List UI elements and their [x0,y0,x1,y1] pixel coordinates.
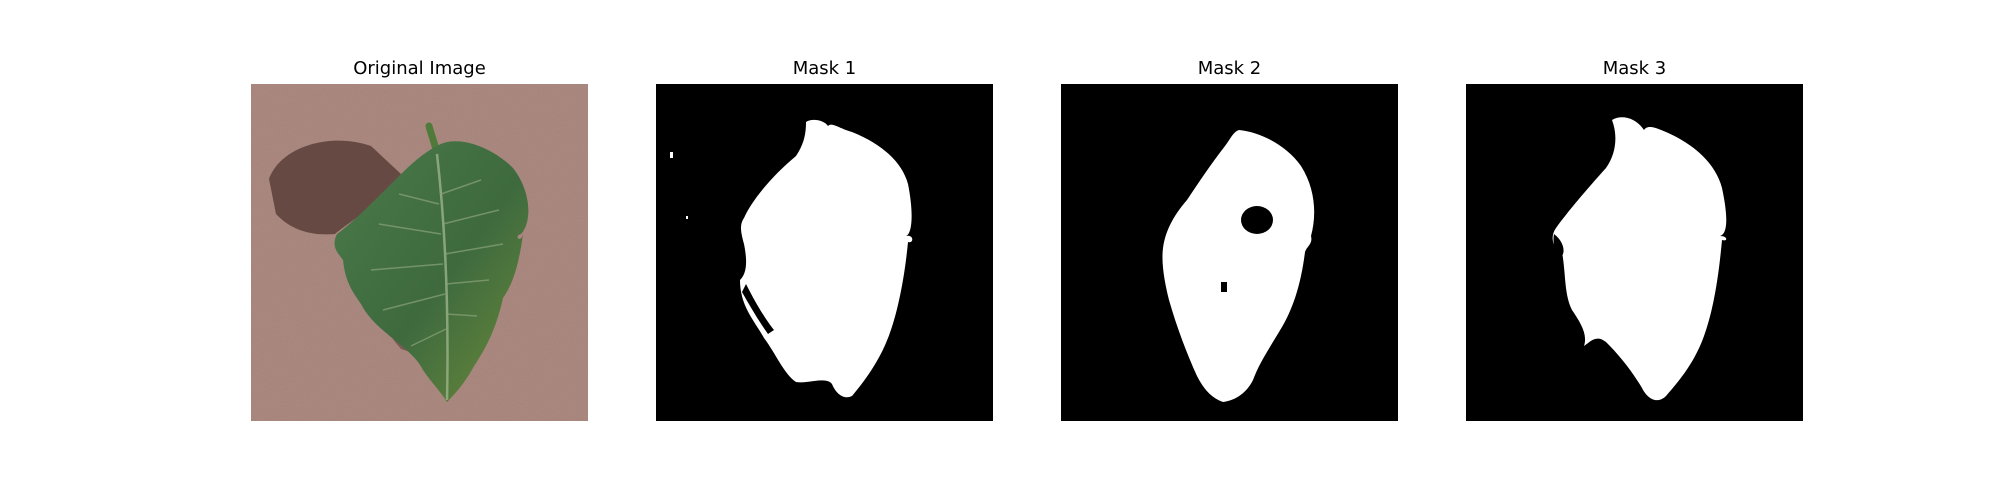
mask-foreground [1552,117,1727,401]
panel-mask-1: Mask 1 [656,0,993,500]
panel-title: Original Image [353,58,486,79]
mask-foreground [740,119,913,398]
panel-original-image: Original Image [251,0,588,500]
panel-title: Mask 1 [792,58,857,79]
panel-mask-2: Mask 2 [1061,0,1398,500]
panel-title: Mask 2 [1197,58,1262,79]
mask-hole [1241,206,1273,234]
leaf-body [334,141,529,402]
mask-foreground [1162,130,1315,402]
mask-3-image [1466,84,1803,421]
panel-title: Mask 3 [1602,58,1667,79]
mask-2-image [1061,84,1398,421]
panel-mask-3: Mask 3 [1466,0,1803,500]
original-leaf-photo [251,84,588,421]
mask-1-image [656,84,993,421]
leaf-shadow [269,140,401,235]
